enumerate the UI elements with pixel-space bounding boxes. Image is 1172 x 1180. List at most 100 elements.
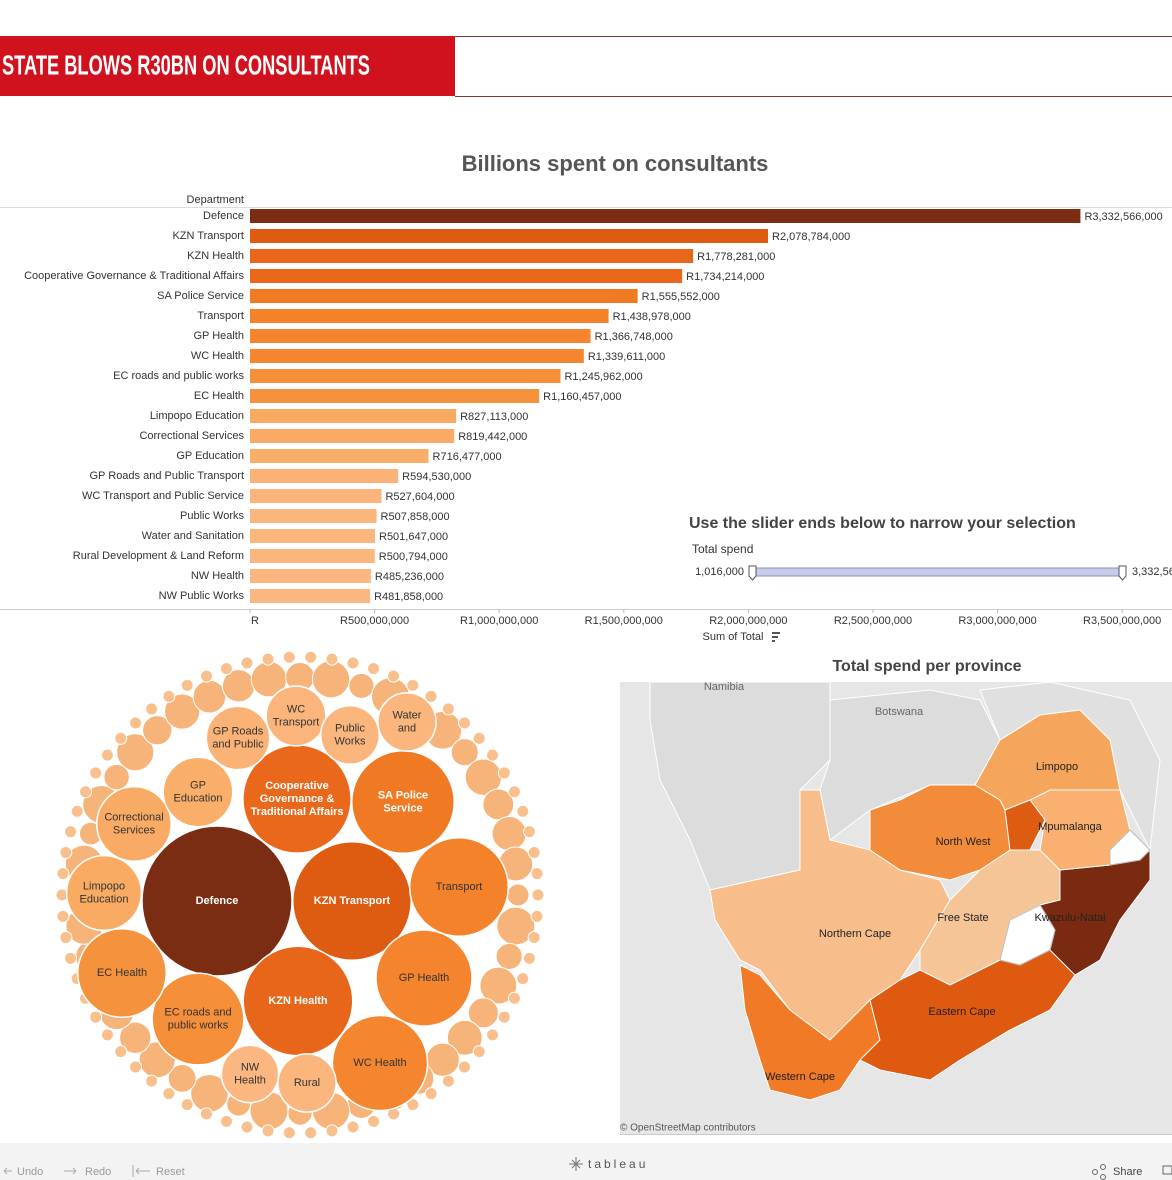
bubble — [408, 836, 510, 938]
minor-bubble — [348, 672, 375, 699]
bubble-label: Transport — [436, 881, 483, 893]
bar — [250, 329, 591, 343]
bubble — [375, 929, 473, 1027]
bar — [250, 309, 609, 323]
bubble-label: KZN Health — [268, 995, 328, 1007]
minor-bubble — [497, 1010, 511, 1024]
minor-bubble — [240, 1120, 254, 1134]
bar — [250, 569, 371, 583]
slider-handle[interactable] — [748, 565, 757, 581]
minor-bubble — [304, 1126, 318, 1140]
value-label: R3,332,566,000 — [1084, 211, 1162, 223]
bubble-label: Water and — [393, 709, 422, 734]
slider-min: 1,016,000 — [695, 566, 744, 578]
value-label: R1,778,281,000 — [697, 251, 775, 263]
minor-bubble — [531, 888, 545, 902]
eswatini — [1109, 829, 1151, 866]
bubble — [151, 972, 245, 1066]
bar — [250, 469, 399, 483]
category-label: Transport — [197, 310, 244, 322]
minor-bubble — [304, 650, 318, 664]
minor-bubble — [527, 846, 541, 860]
slider-track[interactable] — [751, 567, 1127, 577]
bar — [250, 489, 382, 503]
category-label: GP Education — [176, 450, 244, 462]
x-tick-label: R1,500,000,000 — [585, 615, 663, 627]
value-label: R594,530,000 — [402, 471, 471, 483]
minor-bubble — [530, 867, 544, 881]
logo-mark — [569, 1157, 583, 1171]
category-label: NW Health — [191, 570, 244, 582]
minor-bubble — [495, 942, 523, 970]
x-tick-label: R500,000,000 — [340, 615, 409, 627]
minor-bubble — [424, 689, 438, 703]
minor-bubble — [142, 715, 173, 746]
bubble — [377, 692, 437, 752]
value-label: R827,113,000 — [460, 411, 528, 423]
reset-button[interactable]: Reset — [132, 1165, 185, 1178]
value-label: R1,438,978,000 — [613, 311, 691, 323]
axis-label: Department — [187, 194, 244, 206]
share-label: Share — [1113, 1166, 1142, 1178]
page-title: STATE BLOWS R30BN ON CONSULTANTS — [2, 49, 370, 80]
category-label: Correctional Services — [139, 430, 244, 442]
bubble-label: GP Education — [174, 779, 223, 804]
minor-bubble — [507, 785, 521, 799]
bar — [250, 549, 375, 563]
undo-label: Undo — [17, 1166, 43, 1178]
value-label: R1,366,748,000 — [595, 331, 673, 343]
minor-bubble — [387, 669, 401, 683]
slider-max: 3,332,56 — [1132, 566, 1172, 578]
minor-bubble — [180, 1098, 194, 1112]
bar — [250, 389, 540, 403]
minor-bubble — [164, 693, 201, 730]
sort-bar — [772, 636, 778, 638]
bar — [250, 349, 584, 363]
minor-bubble — [346, 1120, 360, 1134]
sort-icon[interactable] — [772, 632, 780, 642]
minor-bubble — [424, 1087, 438, 1101]
value-label: R527,604,000 — [385, 491, 454, 503]
minor-bubble — [491, 816, 527, 852]
value-label: R481,858,000 — [374, 591, 443, 603]
bar — [250, 429, 455, 443]
minor-bubble — [479, 966, 518, 1005]
minor-bubble — [56, 867, 70, 881]
minor-bubble — [406, 1098, 420, 1112]
minor-bubble — [64, 951, 78, 965]
bubble — [65, 854, 143, 932]
minor-bubble — [261, 652, 275, 666]
bubble-label: GP Roads and Public — [212, 725, 264, 750]
minor-bubble — [219, 662, 233, 676]
map-title: Total spend per province — [832, 658, 1021, 675]
minor-bubble — [162, 689, 176, 703]
slider-handle[interactable] — [1118, 565, 1127, 581]
province-label: North West — [936, 836, 991, 848]
province-gauteng — [1004, 799, 1046, 851]
minor-bubble — [457, 716, 471, 730]
bubble-label: KZN Transport — [314, 895, 391, 907]
map-attribution: © OpenStreetMap contributors — [620, 1123, 756, 1134]
x-tick-label: R2,000,000,000 — [709, 615, 787, 627]
provinces — [709, 709, 1151, 1101]
minor-bubble — [441, 1074, 455, 1088]
bar — [250, 249, 694, 263]
minor-bubble — [100, 748, 114, 762]
chart-title: Billions spent on consultants — [462, 151, 769, 176]
minor-bubble — [119, 1021, 152, 1054]
category-label: Defence — [203, 210, 244, 222]
bubble-label: WC Transport — [273, 703, 320, 728]
undo-button[interactable]: Undo — [3, 1166, 43, 1178]
province-label: Kwazulu-Natal — [1035, 912, 1106, 924]
reset-label: Reset — [156, 1166, 185, 1178]
fullscreen-icon[interactable] — [1162, 1165, 1172, 1175]
tableau-logo[interactable]: tableau — [569, 1157, 648, 1171]
minor-bubble — [219, 1114, 233, 1128]
category-label: WC Transport and Public Service — [82, 490, 244, 502]
slider-label: Total spend — [692, 542, 753, 556]
minor-bubble — [89, 1010, 103, 1024]
bubble-chart: Defence KZN Transport KZN Health Cooperativ… — [55, 650, 545, 1140]
redo-button[interactable]: Redo — [64, 1166, 111, 1178]
bubble-label: Public Works — [335, 722, 366, 747]
